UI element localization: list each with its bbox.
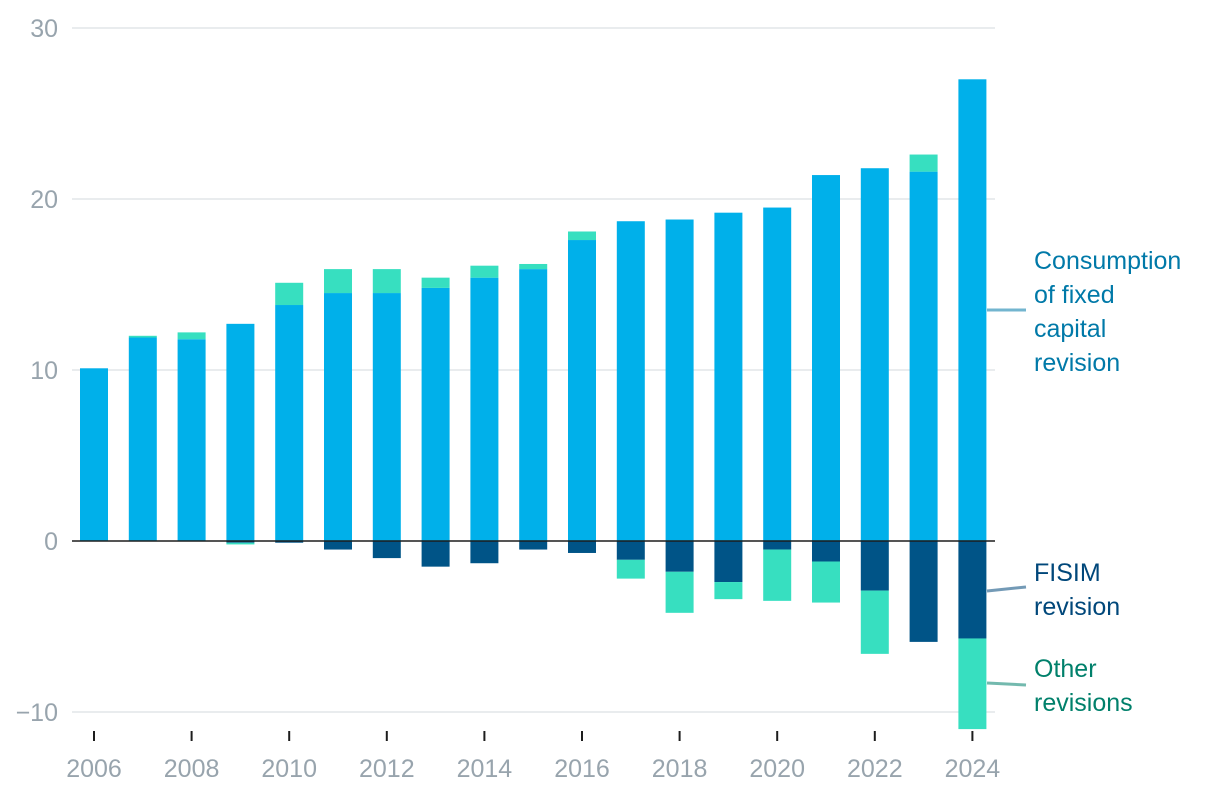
gridlines — [72, 27, 995, 713]
bar-cfc-2009 — [226, 323, 255, 541]
legend: Consumption of fixed capital revision FISIM r… — [986, 247, 1181, 717]
bar-cfc-2016 — [568, 240, 596, 542]
x-tick-label: 2014 — [457, 755, 513, 783]
bar-other-2012 — [372, 269, 401, 294]
x-tick-label: 2006 — [66, 755, 122, 783]
x-tick-label: 2024 — [945, 755, 1001, 783]
y-axis-labels: −10 0 10 20 30 — [16, 15, 58, 727]
x-tick-label: 2020 — [749, 755, 805, 783]
y-tick-label: −10 — [16, 699, 58, 727]
bar-other-2020 — [763, 549, 792, 601]
legend-line: revision — [1034, 593, 1120, 621]
bar-other-2018 — [665, 571, 694, 613]
bar-other-2011 — [324, 269, 352, 294]
legend-line: Other — [1034, 655, 1097, 683]
bar-other-2013 — [421, 277, 450, 288]
bar-cfc-2017 — [616, 221, 645, 542]
legend-line: revision — [1034, 349, 1120, 377]
bar-cfc-2019 — [714, 212, 743, 541]
bar-fisim-2023 — [909, 541, 938, 642]
bar-cfc-2011 — [324, 293, 352, 541]
bar-other-2023 — [909, 154, 938, 172]
bars — [80, 79, 987, 730]
bar-other-2024 — [958, 638, 987, 730]
bar-fisim-2012 — [372, 541, 401, 559]
bar-cfc-2018 — [665, 219, 694, 541]
bar-fisim-2014 — [470, 541, 499, 564]
legend-line: FISIM — [1034, 559, 1101, 587]
y-tick-label: 20 — [30, 186, 58, 214]
bar-fisim-2024 — [958, 541, 987, 639]
legend-label-cfc: Consumption of fixed capital revision — [1034, 247, 1181, 377]
y-tick-label: 30 — [30, 15, 58, 43]
bar-cfc-2024 — [958, 79, 987, 542]
bar-fisim-2020 — [763, 541, 792, 550]
bar-cfc-2007 — [128, 337, 157, 541]
bar-cfc-2010 — [275, 305, 304, 541]
y-tick-label: 10 — [30, 357, 58, 385]
legend-line: revisions — [1034, 689, 1133, 717]
x-tick-label: 2022 — [847, 755, 903, 783]
legend-line: capital — [1034, 315, 1106, 343]
bar-fisim-2017 — [616, 541, 645, 560]
x-tick-label: 2012 — [359, 755, 415, 783]
legend-label-other: Other revisions — [1034, 655, 1133, 717]
bar-cfc-2023 — [909, 171, 938, 541]
bar-other-2015 — [519, 263, 548, 270]
x-tick-label: 2016 — [554, 755, 610, 783]
bar-other-2016 — [568, 231, 596, 241]
bar-fisim-2009 — [226, 541, 255, 543]
bar-cfc-2022 — [860, 168, 889, 541]
bar-other-2022 — [860, 590, 889, 654]
bar-cfc-2021 — [812, 175, 840, 541]
bar-fisim-2021 — [812, 541, 840, 562]
bar-other-2021 — [812, 561, 840, 603]
bar-fisim-2019 — [714, 541, 743, 583]
bar-cfc-2012 — [372, 293, 401, 541]
bar-other-2014 — [470, 265, 499, 278]
bar-cfc-2015 — [519, 269, 548, 541]
x-axis: 2006 2008 2010 2012 2014 2016 2018 2020 2022 2024 — [66, 731, 1000, 783]
legend-line: of fixed — [1034, 281, 1115, 309]
bar-cfc-2014 — [470, 277, 499, 541]
bar-other-2019 — [714, 582, 743, 600]
bar-fisim-2011 — [324, 541, 352, 550]
y-tick-label: 0 — [44, 528, 58, 556]
bar-fisim-2015 — [519, 541, 548, 550]
bar-cfc-2013 — [421, 287, 450, 541]
bar-fisim-2016 — [568, 541, 596, 553]
x-tick-label: 2010 — [261, 755, 317, 783]
bar-other-2017 — [616, 559, 645, 579]
bar-fisim-2013 — [421, 541, 450, 567]
bar-other-2009 — [226, 542, 255, 545]
bar-cfc-2020 — [763, 207, 792, 542]
bar-fisim-2018 — [665, 541, 694, 572]
x-tick-label: 2018 — [652, 755, 708, 783]
x-tick-label: 2008 — [164, 755, 220, 783]
bar-fisim-2010 — [275, 541, 304, 543]
legend-label-fisim: FISIM revision — [1034, 559, 1120, 621]
bar-fisim-2022 — [860, 541, 889, 591]
legend-leader-fisim — [986, 585, 1027, 593]
legend-line: Consumption — [1034, 247, 1181, 275]
bar-cfc-2008 — [177, 339, 206, 541]
bar-other-2010 — [275, 282, 304, 306]
legend-leader-other — [986, 681, 1027, 687]
bar-cfc-2006 — [80, 368, 108, 541]
bar-other-2008 — [177, 332, 206, 340]
bar-other-2007 — [128, 335, 157, 338]
